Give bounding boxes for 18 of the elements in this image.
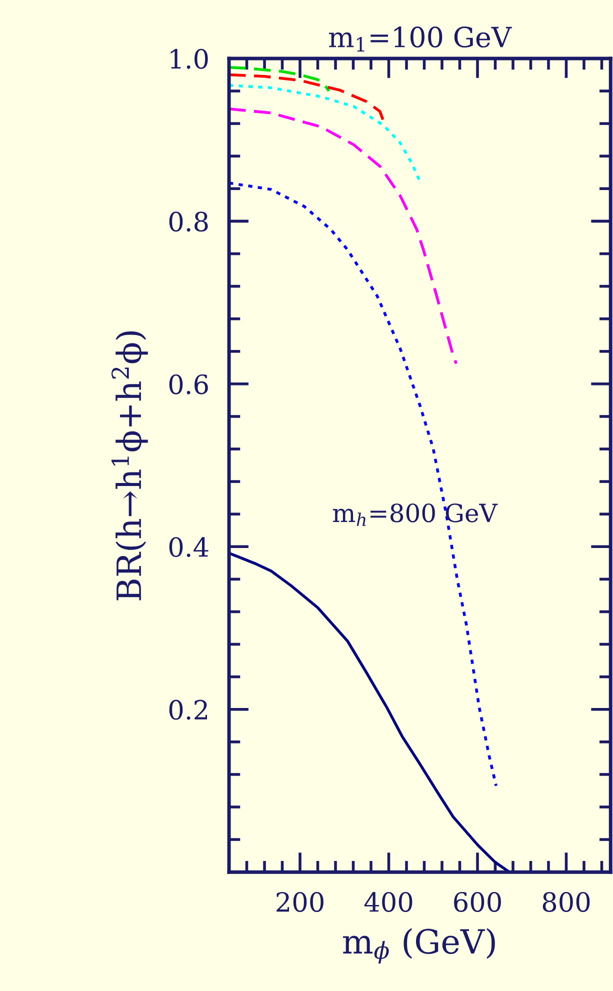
y-tick-label: 1.0 bbox=[170, 48, 208, 69]
x-tick-label: 200 bbox=[276, 892, 324, 912]
line-series bbox=[229, 66, 330, 92]
x-tick-label: 400 bbox=[364, 892, 412, 912]
y-tick-label: 0.2 bbox=[169, 700, 207, 720]
y-tick-label: 0.4 bbox=[169, 537, 208, 558]
x-tick-label: 800 bbox=[542, 892, 590, 912]
y-axis-title: BR(h→h$^{1}$ϕ+h$^{2}$ϕ) bbox=[111, 331, 148, 600]
x-axis-title: m$_{ϕ}$ (GeV) bbox=[343, 928, 495, 964]
line-series bbox=[229, 84, 422, 183]
y-tick-label: 0.8 bbox=[169, 212, 208, 232]
chart-title: m$_{1}$=100 GeV bbox=[329, 26, 512, 52]
line-series bbox=[229, 182, 498, 788]
y-tick-label: 0.6 bbox=[169, 374, 208, 394]
x-tick-label: 600 bbox=[454, 892, 501, 912]
line-series bbox=[229, 108, 458, 365]
annotation: m$_{h}$=800 GeV bbox=[332, 503, 498, 526]
line-series bbox=[229, 552, 511, 872]
